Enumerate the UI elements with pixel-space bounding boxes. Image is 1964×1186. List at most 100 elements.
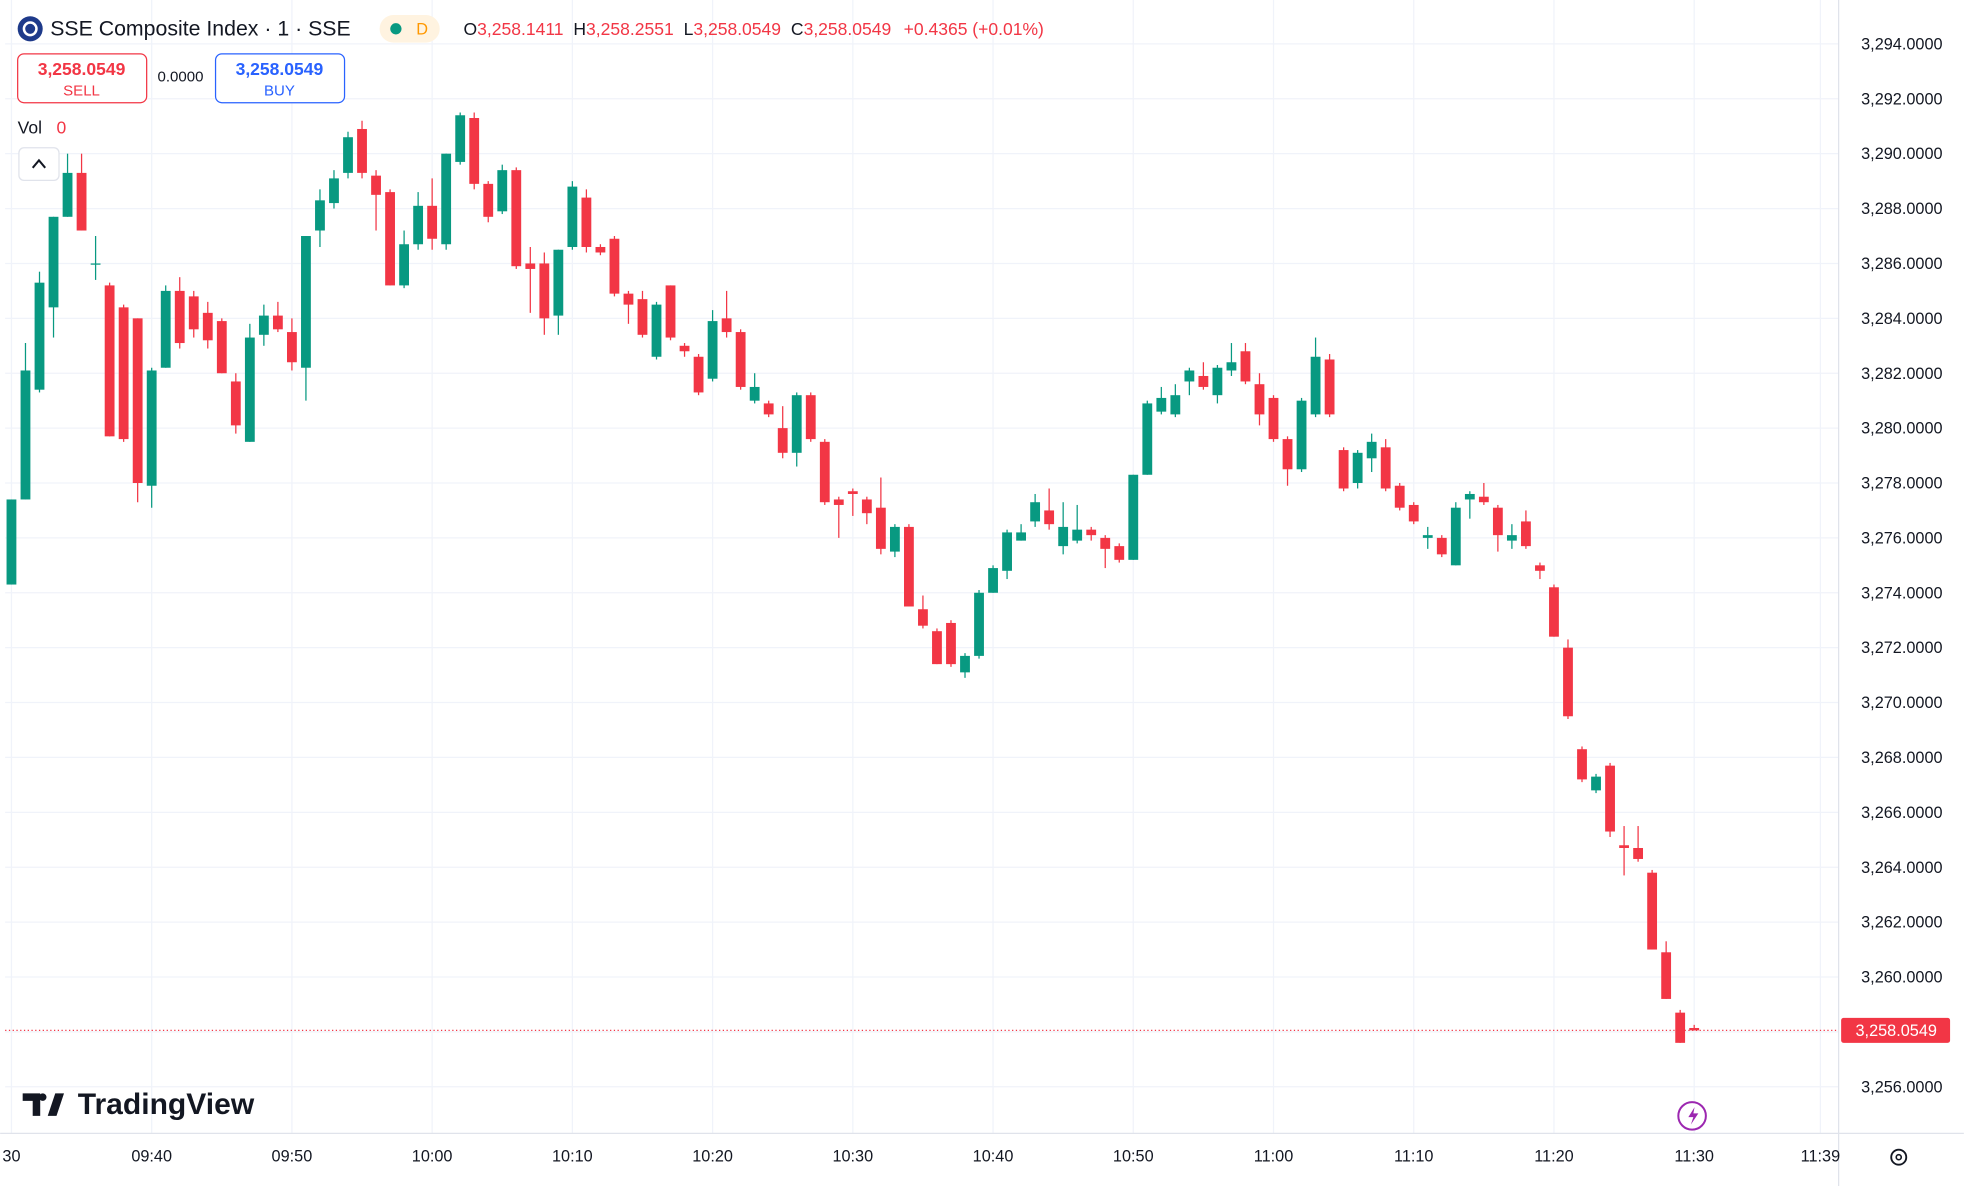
candle-body [497,170,508,212]
candle-body [104,285,115,437]
y-tick-label: 3,282.0000 [1861,365,1942,383]
candle-body [1380,447,1391,489]
candle-body [371,175,381,195]
candle-body [1450,507,1461,566]
open-label: O [464,19,478,39]
candle-body [693,356,704,393]
candle-body [1492,507,1503,536]
candle-body [1549,587,1559,637]
candle-body [62,172,73,217]
candle-body [1366,441,1377,459]
candle-body [1535,565,1545,571]
candle-body [707,321,718,379]
candle-body [272,315,283,330]
candle-body [525,263,536,269]
symbol-title[interactable]: SSE Composite Index · 1 · SSE [50,17,350,41]
candle-body [1464,493,1475,500]
candle-body [918,609,928,626]
candle-body [735,332,746,387]
candle-body [34,282,45,390]
candle-body [539,263,550,319]
x-tick-label: 11:00 [1254,1147,1294,1165]
y-tick-label: 3,288.0000 [1861,200,1942,218]
candle-body [1394,485,1405,508]
open-value: 3,258.1411 [477,19,563,39]
candle-body [1563,647,1573,717]
candle-body [76,172,87,231]
candle-body [665,285,676,338]
settings-button[interactable] [1890,1148,1908,1166]
x-tick-label: 30 [2,1147,20,1165]
y-tick-label: 3,274.0000 [1861,584,1942,602]
y-tick-label: 3,268.0000 [1861,749,1942,767]
candle-body [960,655,970,673]
sell-label: SELL [63,82,100,99]
brand-name: TradingView [78,1088,255,1121]
candle-body [805,395,816,440]
candle-body [1282,439,1293,470]
candle-body [483,183,494,217]
candle-body [889,526,900,552]
candle-body [413,205,424,245]
candle-body [1577,749,1587,780]
x-tick-label: 10:40 [973,1147,1014,1165]
candle-body [791,395,802,453]
ohlc-legend: O3,258.1411 H3,258.2551 L3,258.0549 C3,2… [464,19,1044,39]
candle-body [875,507,886,549]
sell-price: 3,258.0549 [38,59,126,79]
collapse-icon [31,158,46,169]
candle-body [1128,474,1139,560]
candle-body [988,568,998,593]
candle-body [637,299,648,335]
candle-body [343,137,353,173]
buy-button[interactable] [214,53,346,104]
candle-body [581,197,592,247]
candle-body [1044,510,1055,525]
candle-body [230,381,241,426]
last-price-tag [1841,1017,1951,1043]
y-tick-label: 3,264.0000 [1861,859,1942,877]
buy-price: 3,258.0549 [236,59,324,79]
x-tick-label: 10:10 [552,1147,593,1165]
grid [5,0,1839,1134]
candle-body [1142,403,1153,475]
candle-body [455,115,466,162]
sell-button[interactable] [17,53,148,104]
last-price-label: 3,258.0549 [1856,1022,1937,1040]
candle-body [20,370,31,500]
candle-body [160,290,171,368]
candle-body [301,236,311,368]
candle-body [174,290,185,344]
candle-body [188,296,199,330]
y-tick-label: 3,284.0000 [1861,310,1942,328]
candle-body [118,307,129,440]
candle-body [258,315,269,335]
x-tick-label: 10:50 [1113,1147,1154,1165]
candle-body [1016,532,1027,541]
volume-label: Vol [18,118,42,138]
candles [5,112,1839,1043]
candle-body [1156,397,1167,412]
candle-body [1030,502,1041,522]
symbol-icon-ring [22,21,38,37]
collapse-button[interactable] [18,147,60,181]
candle-body [1310,356,1321,415]
x-tick-label: 11:30 [1674,1147,1714,1165]
candle-body [1338,450,1349,489]
candle-body [427,205,438,239]
y-tick-label: 3,276.0000 [1861,529,1942,547]
candle-body [1058,526,1069,547]
candle-body [1114,546,1125,560]
candle-body [385,192,395,286]
candle-body [946,622,956,665]
x-tick-label: 11:20 [1534,1147,1574,1165]
spread: 0.0000 [158,69,204,86]
close-value: 3,258.0549 [804,19,892,39]
candle-body [1422,535,1433,538]
status-label: D [416,20,428,38]
candle-body [1072,529,1083,541]
high-value: 3,258.2551 [586,19,674,39]
x-tick-label: 10:00 [412,1147,453,1165]
x-tick-label: 10:30 [832,1147,873,1165]
candle-body [819,441,830,503]
